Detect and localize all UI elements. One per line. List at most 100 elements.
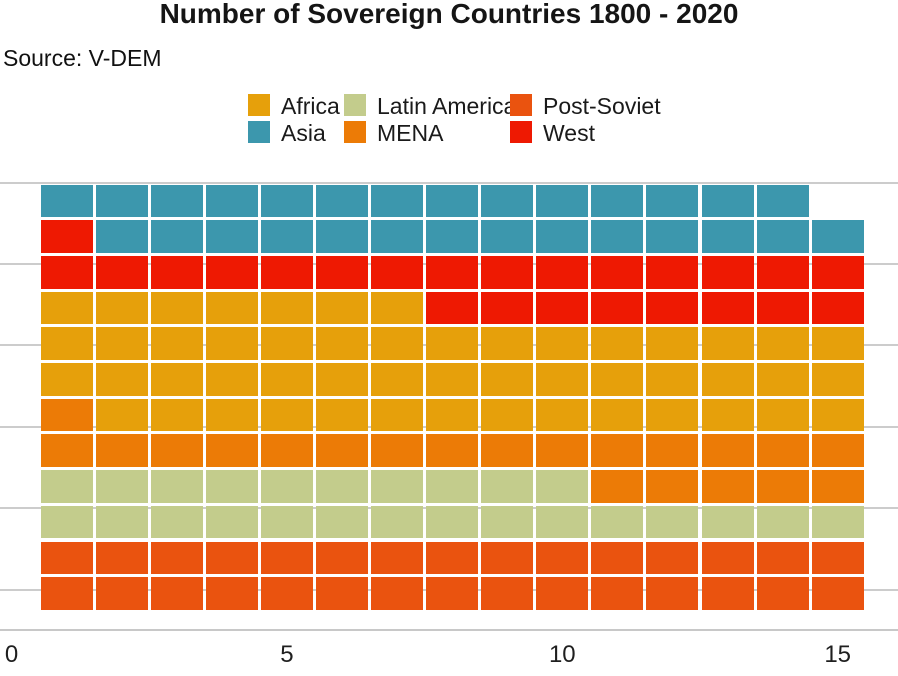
waffle-cell	[260, 505, 313, 539]
waffle-cell	[260, 184, 313, 218]
waffle-cell	[811, 577, 864, 610]
chart-title: Number of Sovereign Countries 1800 - 202…	[159, 0, 739, 29]
waffle-cell	[371, 541, 424, 575]
waffle-cell	[205, 220, 258, 253]
waffle-cell	[536, 184, 589, 218]
waffle-cell	[591, 184, 644, 218]
waffle-cell	[40, 577, 93, 610]
waffle-cell	[646, 398, 699, 432]
waffle-cell	[371, 505, 424, 539]
legend-label: Africa	[281, 93, 340, 119]
waffle-cell	[756, 327, 809, 360]
waffle-cell	[315, 291, 368, 325]
waffle-cell	[315, 470, 368, 503]
waffle-cell	[756, 505, 809, 539]
waffle-cell	[811, 363, 864, 396]
waffle-cell	[536, 291, 589, 325]
waffle-cell	[701, 505, 754, 539]
waffle-cell	[481, 291, 534, 325]
waffle-cell	[40, 541, 93, 575]
waffle-cell	[150, 363, 203, 396]
waffle-cell	[205, 327, 258, 360]
waffle-cell	[811, 505, 864, 539]
waffle-cell	[481, 434, 534, 468]
waffle-cell	[40, 184, 93, 218]
waffle-cell	[95, 327, 148, 360]
waffle-cell	[315, 577, 368, 610]
waffle-cell	[701, 291, 754, 325]
waffle-cell	[646, 291, 699, 325]
waffle-cell	[701, 434, 754, 468]
waffle-cell	[260, 255, 313, 289]
waffle-cell	[481, 398, 534, 432]
waffle-cell	[701, 220, 754, 253]
waffle-cell	[95, 363, 148, 396]
waffle-cell	[701, 363, 754, 396]
waffle-cell	[756, 220, 809, 253]
waffle-cell	[150, 398, 203, 432]
waffle-cell	[756, 184, 809, 218]
waffle-cell	[260, 434, 313, 468]
waffle-cell	[591, 577, 644, 610]
waffle-cell	[536, 255, 589, 289]
legend-swatch-icon	[344, 121, 366, 143]
waffle-cell	[591, 470, 644, 503]
waffle-cell	[150, 255, 203, 289]
waffle-cell	[536, 398, 589, 432]
waffle-cell	[756, 470, 809, 503]
waffle-cell	[371, 220, 424, 253]
waffle-cell	[756, 255, 809, 289]
waffle-cell	[536, 505, 589, 539]
waffle-cell	[646, 184, 699, 218]
waffle-cell	[371, 577, 424, 610]
waffle-cell	[536, 363, 589, 396]
waffle-cell	[756, 291, 809, 325]
waffle-cell	[315, 363, 368, 396]
waffle-cell	[150, 434, 203, 468]
legend-label: Asia	[281, 120, 326, 146]
waffle-cell	[591, 541, 644, 575]
waffle-cell	[646, 505, 699, 539]
waffle-cell	[40, 327, 93, 360]
waffle-cell	[591, 363, 644, 396]
waffle-cell	[260, 220, 313, 253]
waffle-cell	[260, 363, 313, 396]
waffle-cell	[426, 255, 479, 289]
waffle-cell	[95, 470, 148, 503]
waffle-cell	[315, 220, 368, 253]
waffle-cell	[260, 398, 313, 432]
waffle-cell	[260, 541, 313, 575]
waffle-cell	[591, 327, 644, 360]
waffle-cell	[701, 470, 754, 503]
waffle-cell	[40, 363, 93, 396]
waffle-cell	[260, 577, 313, 610]
waffle-cell	[536, 327, 589, 360]
waffle-cell	[40, 291, 93, 325]
waffle-cell	[536, 577, 589, 610]
waffle-cell	[150, 505, 203, 539]
legend-label: MENA	[377, 120, 444, 146]
waffle-cell	[260, 327, 313, 360]
waffle-cell	[481, 505, 534, 539]
waffle-cell	[150, 220, 203, 253]
waffle-cell	[95, 505, 148, 539]
waffle-cell	[315, 184, 368, 218]
waffle-cell	[371, 184, 424, 218]
waffle-cell	[205, 434, 258, 468]
legend-swatch-icon	[510, 94, 532, 116]
waffle-cell	[756, 363, 809, 396]
waffle-cell	[591, 220, 644, 253]
waffle-cell	[371, 398, 424, 432]
waffle-cell	[371, 327, 424, 360]
waffle-cell	[591, 434, 644, 468]
waffle-cell	[95, 398, 148, 432]
waffle-cell	[150, 291, 203, 325]
waffle-cell	[481, 363, 534, 396]
waffle-cell	[756, 398, 809, 432]
waffle-cell	[701, 398, 754, 432]
waffle-cell	[701, 184, 754, 218]
waffle-cell	[205, 363, 258, 396]
waffle-cell	[426, 434, 479, 468]
waffle-cell	[426, 291, 479, 325]
legend-swatch-icon	[510, 121, 532, 143]
